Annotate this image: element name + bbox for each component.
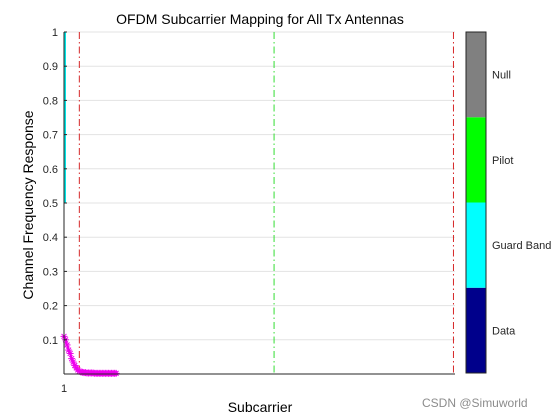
colorbar-label: Data [492, 325, 516, 337]
y-tick-label: 1 [52, 27, 58, 39]
y-tick-label: 0.7 [43, 130, 58, 142]
colorbar: Data Guard Band Pilot Null [465, 31, 551, 374]
grid-lines [64, 31, 455, 341]
y-tick-label: 0.5 [43, 198, 58, 210]
watermark: CSDN @Simuworld [422, 396, 528, 410]
y-tick-label: 0.1 [43, 335, 58, 347]
x-tick-label: 1 [61, 383, 67, 395]
colorbar-segment [466, 287, 486, 373]
y-axis-label: Channel Frequency Response [20, 110, 36, 299]
y-tick-label: 0.9 [43, 61, 58, 73]
y-tick-label: 0.6 [43, 164, 58, 176]
data-point-stroke [70, 359, 77, 365]
data-point-stroke [113, 370, 119, 377]
colorbar-segment [466, 202, 486, 288]
data-point-stroke [64, 342, 70, 348]
data-point-stroke [65, 347, 72, 353]
y-tick-label: 0.3 [43, 266, 58, 278]
colorbar-frame [465, 31, 487, 374]
data-point [63, 341, 71, 349]
vertical-markers [64, 32, 454, 374]
colorbar-segment [466, 32, 486, 118]
data-point [112, 369, 120, 377]
x-axis-label: Subcarrier [228, 399, 293, 415]
colorbar-label: Pilot [492, 155, 513, 167]
y-tick-label: 0.4 [43, 232, 58, 244]
y-tick-label: 0.2 [43, 301, 58, 313]
data-point-stroke [68, 355, 75, 362]
colorbar-label: Null [492, 70, 511, 82]
chart-title: OFDM Subcarrier Mapping for All Tx Anten… [116, 11, 404, 27]
data-point-stroke [67, 350, 73, 357]
x-tick-labels: 1 [61, 383, 67, 395]
y-tick-label: 0.8 [43, 95, 58, 107]
colorbar-segment [466, 117, 486, 203]
y-tick-labels: 0.1 0.2 0.3 0.4 0.5 0.6 0.7 0.8 0.9 1 [43, 27, 67, 347]
colorbar-label: Guard Band [492, 240, 551, 252]
data-point-stroke [71, 362, 78, 369]
series-group [60, 332, 120, 377]
